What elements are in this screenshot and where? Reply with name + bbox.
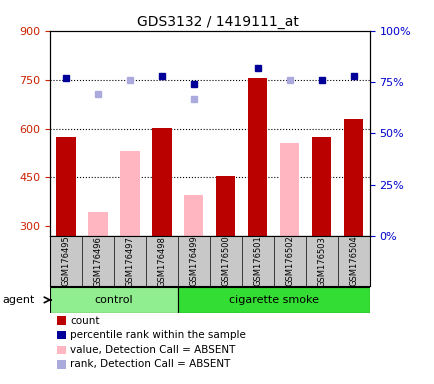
- Text: GSM176502: GSM176502: [285, 236, 294, 286]
- Text: GSM176495: GSM176495: [61, 236, 70, 286]
- Text: GDS3132 / 1419111_at: GDS3132 / 1419111_at: [136, 15, 298, 29]
- Text: GSM176497: GSM176497: [125, 236, 134, 286]
- Bar: [279, 143, 299, 236]
- Text: cigarette smoke: cigarette smoke: [228, 295, 318, 305]
- Bar: [56, 137, 76, 236]
- Bar: [120, 151, 139, 236]
- Text: GSM176503: GSM176503: [316, 236, 326, 286]
- Text: control: control: [95, 295, 133, 305]
- Bar: [184, 195, 203, 236]
- Bar: [343, 119, 362, 236]
- Text: GSM176498: GSM176498: [157, 236, 166, 286]
- Bar: [312, 137, 331, 236]
- Text: rank, Detection Call = ABSENT: rank, Detection Call = ABSENT: [70, 359, 230, 369]
- Bar: [178, 287, 369, 313]
- Bar: [216, 177, 235, 236]
- Text: GSM176496: GSM176496: [93, 236, 102, 286]
- Text: GSM176501: GSM176501: [253, 236, 262, 286]
- Bar: [248, 78, 267, 236]
- Text: count: count: [70, 316, 100, 326]
- Bar: [88, 212, 107, 236]
- Text: GSM176504: GSM176504: [349, 236, 358, 286]
- Text: GSM176499: GSM176499: [189, 236, 198, 286]
- Text: value, Detection Call = ABSENT: value, Detection Call = ABSENT: [70, 345, 235, 355]
- Text: percentile rank within the sample: percentile rank within the sample: [70, 330, 246, 340]
- Bar: [50, 287, 178, 313]
- Text: agent: agent: [2, 295, 34, 305]
- Text: GSM176500: GSM176500: [221, 236, 230, 286]
- Bar: [152, 127, 171, 236]
